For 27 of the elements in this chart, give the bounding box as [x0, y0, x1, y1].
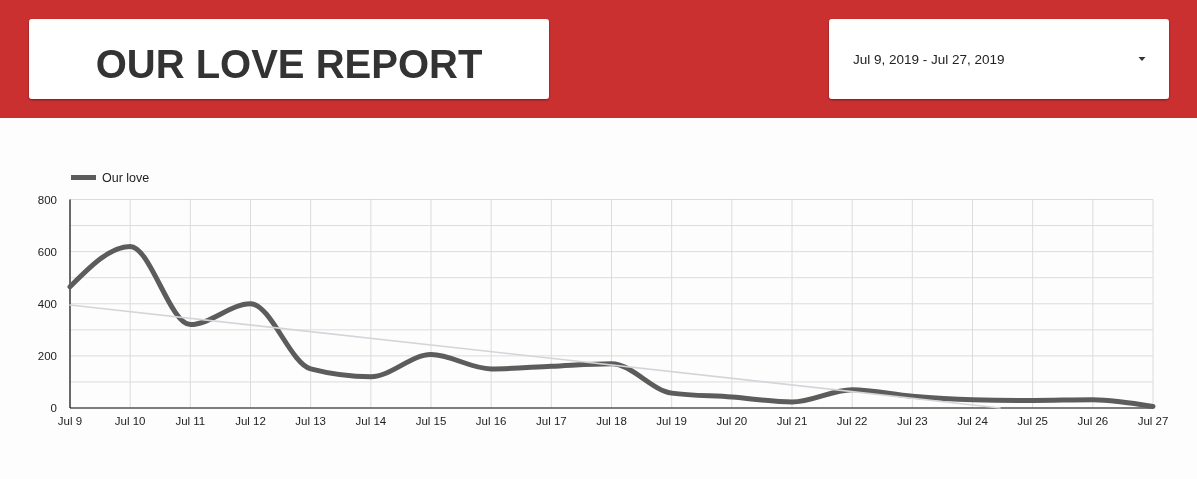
x-tick-label: Jul 23: [896, 415, 928, 427]
x-tick-label: Jul 14: [355, 415, 387, 427]
x-tick-label: Jul 18: [596, 415, 627, 427]
x-tick-label: Jul 16: [475, 415, 507, 427]
x-tick-label: Jul 11: [175, 415, 206, 427]
x-tick-label: Jul 17: [535, 415, 567, 427]
y-tick-label: 200: [37, 349, 57, 362]
y-tick-label: 400: [37, 297, 57, 310]
chart-title: OUR LOVE REPORT: [95, 42, 483, 86]
x-tick-label: Jul 12: [235, 415, 266, 427]
x-tick-label: Jul 20: [716, 415, 748, 427]
x-tick-label: Jul 19: [656, 415, 688, 427]
y-tick-label: 600: [37, 245, 57, 258]
legend-label: Our love: [102, 170, 150, 185]
y-tick-label: 800: [37, 193, 57, 206]
x-tick-label: Jul 10: [114, 415, 146, 427]
chart-subtitle: Jul 9, 2019 - Jul 27, 2019: [853, 52, 1005, 67]
y-tick-label: 0: [50, 402, 57, 415]
x-tick-label: Jul 9: [57, 415, 83, 427]
x-tick-label: Jul 22: [836, 415, 868, 427]
x-tick-label: Jul 15: [415, 415, 447, 427]
x-tick-label: Jul 24: [957, 415, 989, 427]
x-tick-label: Jul 13: [295, 415, 327, 427]
x-tick-label: Jul 27: [1137, 415, 1169, 427]
x-tick-label: Jul 25: [1017, 415, 1049, 427]
x-tick-label: Jul 21: [776, 415, 808, 427]
x-tick-label: Jul 26: [1077, 415, 1109, 427]
